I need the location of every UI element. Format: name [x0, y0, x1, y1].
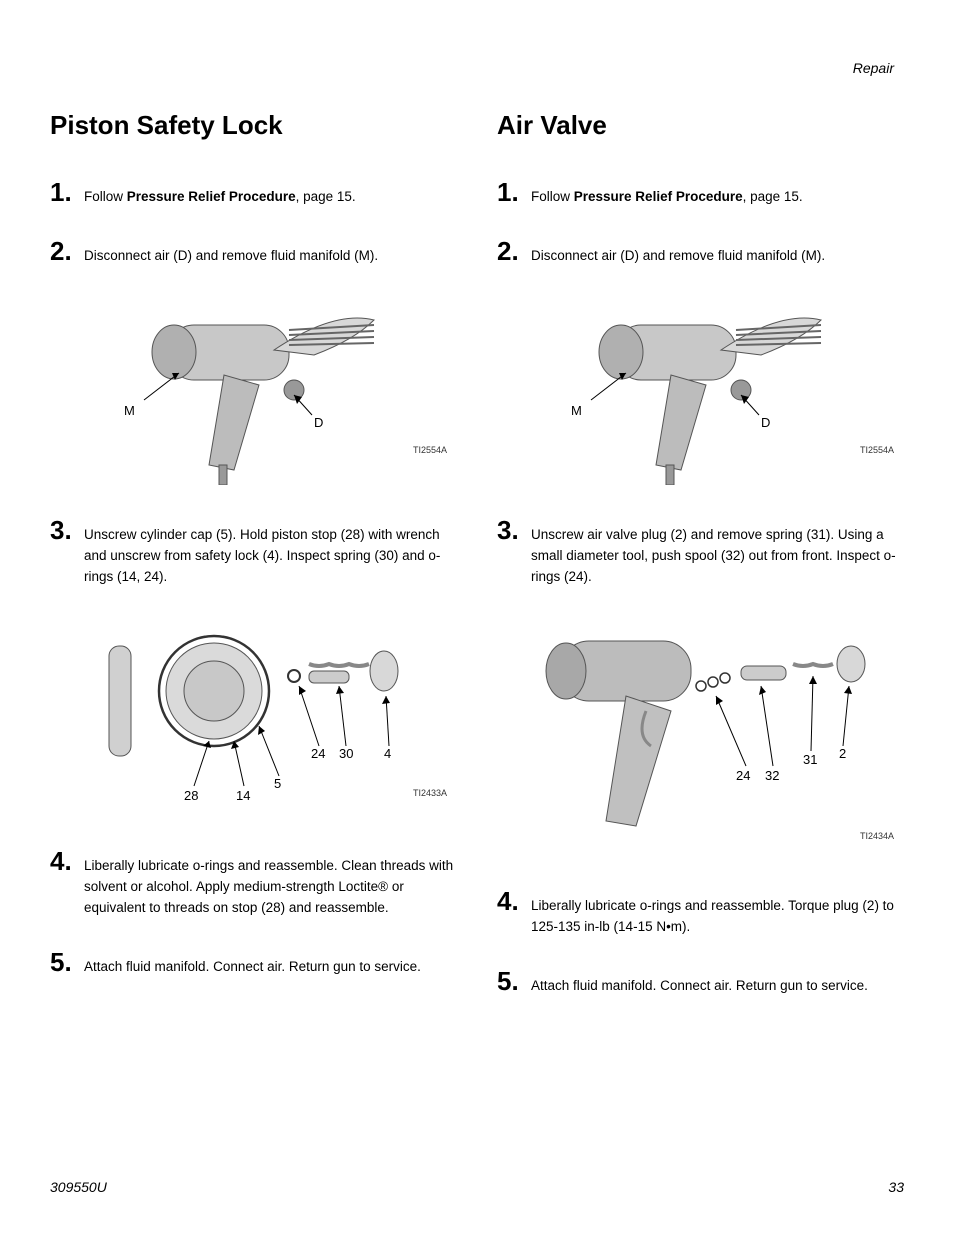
step-num: 3.: [497, 515, 531, 546]
step-text: Liberally lubricate o-rings and reassemb…: [531, 894, 904, 938]
right-figure-1: M D TI2554A: [531, 295, 904, 485]
text-pre: Follow: [531, 189, 574, 204]
left-figure-1: M D TI2554A: [84, 295, 457, 485]
text-pre: Follow: [84, 189, 127, 204]
callout-24: 24: [311, 746, 325, 761]
right-step-5: 5. Attach fluid manifold. Connect air. R…: [497, 966, 904, 997]
step-num: 4.: [50, 846, 84, 877]
right-column: Air Valve 1. Follow Pressure Relief Proc…: [497, 110, 904, 1025]
step-text: Disconnect air (D) and remove fluid mani…: [531, 244, 825, 267]
step-num: 2.: [50, 236, 84, 267]
callout-28: 28: [184, 788, 198, 803]
step-num: 1.: [50, 177, 84, 208]
left-column: Piston Safety Lock 1. Follow Pressure Re…: [50, 110, 457, 1025]
gun-illustration-icon: [531, 295, 871, 485]
right-step-3: 3. Unscrew air valve plug (2) and remove…: [497, 515, 904, 588]
right-figure-2: 24 32 31 2 TI2434A: [531, 616, 904, 856]
text-bold: Pressure Relief Procedure: [127, 189, 296, 204]
text-bold: Pressure Relief Procedure: [574, 189, 743, 204]
step-text: Attach fluid manifold. Connect air. Retu…: [531, 974, 868, 997]
step-num: 1.: [497, 177, 531, 208]
step-num: 2.: [497, 236, 531, 267]
figure-id: TI2554A: [860, 445, 894, 455]
text-post: , page 15.: [743, 189, 803, 204]
callout-m: M: [124, 403, 135, 418]
callout-30: 30: [339, 746, 353, 761]
step-num: 4.: [497, 886, 531, 917]
page-number: 33: [888, 1179, 904, 1195]
gun-exploded-icon: [531, 616, 891, 856]
step-num: 5.: [497, 966, 531, 997]
left-step-2: 2. Disconnect air (D) and remove fluid m…: [50, 236, 457, 267]
exploded-parts-icon: [84, 616, 424, 816]
callout-m: M: [571, 403, 582, 418]
doc-number: 309550U: [50, 1179, 107, 1195]
left-title: Piston Safety Lock: [50, 110, 457, 141]
figure-id: TI2433A: [413, 788, 447, 798]
callout-31: 31: [803, 752, 817, 767]
figure-id: TI2434A: [860, 831, 894, 841]
right-step-2: 2. Disconnect air (D) and remove fluid m…: [497, 236, 904, 267]
right-step-4: 4. Liberally lubricate o-rings and reass…: [497, 886, 904, 938]
left-step-4: 4. Liberally lubricate o-rings and reass…: [50, 846, 457, 919]
step-text: Follow Pressure Relief Procedure, page 1…: [531, 185, 803, 208]
step-text: Unscrew cylinder cap (5). Hold piston st…: [84, 523, 457, 588]
callout-5: 5: [274, 776, 281, 791]
header-section: Repair: [853, 60, 894, 76]
callout-24: 24: [736, 768, 750, 783]
text-post: , page 15.: [296, 189, 356, 204]
page-footer: 309550U 33: [50, 1179, 904, 1195]
step-text: Attach fluid manifold. Connect air. Retu…: [84, 955, 421, 978]
callout-2: 2: [839, 746, 846, 761]
callout-4: 4: [384, 746, 391, 761]
content-columns: Piston Safety Lock 1. Follow Pressure Re…: [50, 110, 904, 1025]
right-title: Air Valve: [497, 110, 904, 141]
figure-id: TI2554A: [413, 445, 447, 455]
callout-d: D: [314, 415, 323, 430]
gun-illustration-icon: [84, 295, 424, 485]
left-step-1: 1. Follow Pressure Relief Procedure, pag…: [50, 177, 457, 208]
step-num: 5.: [50, 947, 84, 978]
left-figure-2: 28 14 5 24 30 4 TI2433A: [84, 616, 457, 816]
callout-d: D: [761, 415, 770, 430]
right-step-1: 1. Follow Pressure Relief Procedure, pag…: [497, 177, 904, 208]
step-text: Liberally lubricate o-rings and reassemb…: [84, 854, 457, 919]
step-text: Unscrew air valve plug (2) and remove sp…: [531, 523, 904, 588]
callout-32: 32: [765, 768, 779, 783]
left-step-3: 3. Unscrew cylinder cap (5). Hold piston…: [50, 515, 457, 588]
step-num: 3.: [50, 515, 84, 546]
callout-14: 14: [236, 788, 250, 803]
left-step-5: 5. Attach fluid manifold. Connect air. R…: [50, 947, 457, 978]
step-text: Follow Pressure Relief Procedure, page 1…: [84, 185, 356, 208]
step-text: Disconnect air (D) and remove fluid mani…: [84, 244, 378, 267]
